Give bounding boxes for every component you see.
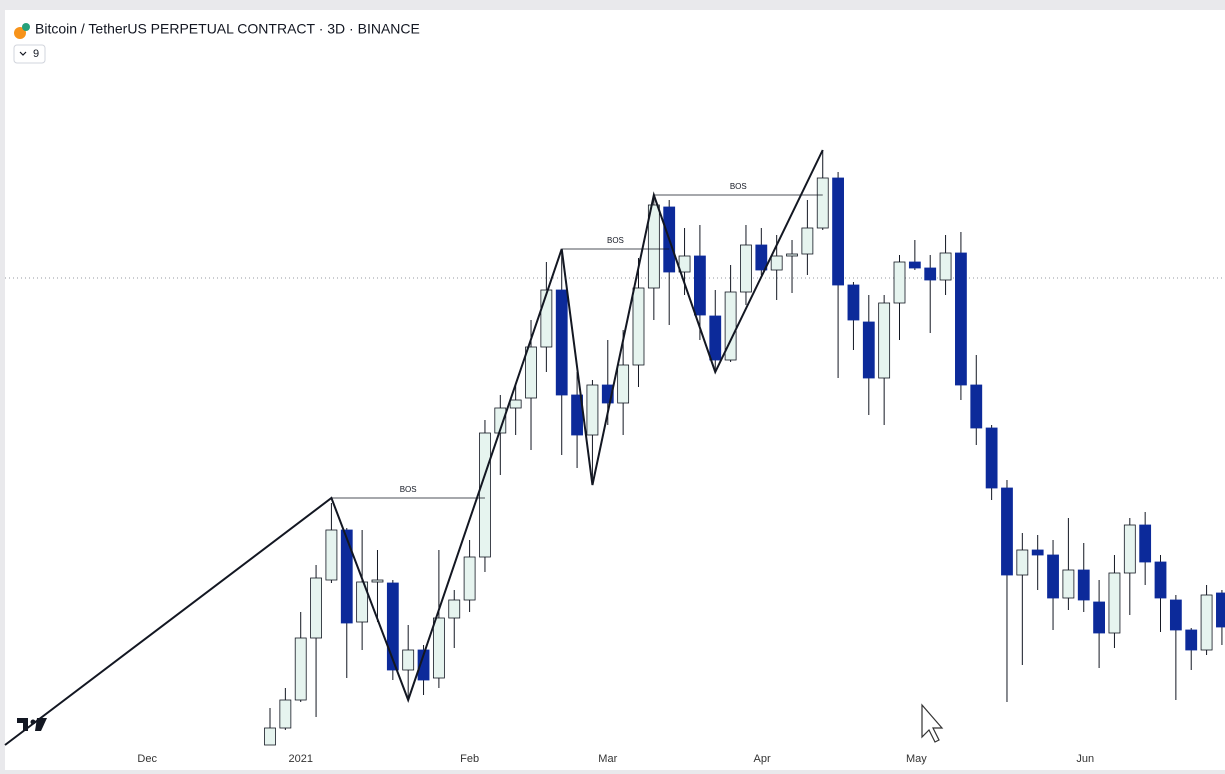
candle-body — [939, 252, 952, 281]
candle-body — [463, 556, 476, 601]
candle-body — [955, 252, 967, 386]
chart-title: Bitcoin / TetherUS PERPETUAL CONTRACT · … — [35, 21, 420, 37]
candle-body — [862, 321, 875, 379]
candle-body — [264, 727, 276, 746]
candle-body — [755, 244, 768, 271]
chevron — [19, 51, 27, 56]
candle-body — [724, 291, 737, 361]
candle-body — [386, 582, 399, 671]
candle-body — [816, 177, 829, 229]
candle-body — [1031, 549, 1044, 556]
candle-body — [1200, 594, 1213, 651]
candle-body — [647, 204, 660, 289]
candle-body — [448, 599, 461, 619]
candle-body — [1108, 572, 1121, 634]
left-border — [0, 10, 5, 774]
candle-body — [1123, 524, 1136, 574]
candle-body — [678, 255, 691, 273]
candle-body — [525, 346, 537, 399]
candle-body — [1047, 554, 1059, 599]
candle-body — [632, 287, 645, 366]
candle-body — [402, 649, 415, 671]
candle-body — [325, 529, 338, 581]
x-tick-label: May — [906, 753, 927, 765]
candle-body — [893, 261, 906, 304]
candle-body — [801, 227, 814, 255]
candle-body — [371, 579, 384, 583]
x-tick-label: Jun — [1076, 753, 1094, 765]
bos-label: BOS — [730, 182, 747, 191]
x-tick-label: Feb — [460, 753, 479, 765]
x-tick-label: 2021 — [288, 753, 312, 765]
candle-body — [1154, 561, 1167, 599]
candle-body — [340, 529, 353, 624]
symbol-icon — [14, 23, 30, 39]
indicator-toggle[interactable] — [13, 44, 46, 64]
candle-body — [1185, 629, 1198, 651]
candle-body — [878, 302, 891, 379]
candle-body — [432, 617, 445, 679]
candle-body — [985, 427, 998, 489]
candle-body — [709, 315, 722, 361]
bottom-border — [0, 770, 1225, 774]
candle-body — [832, 177, 844, 286]
candle-body — [740, 244, 752, 293]
candle-body — [310, 577, 322, 639]
cursor — [921, 703, 944, 743]
candle-body — [786, 253, 798, 257]
candle-body — [1216, 592, 1225, 628]
candle-body — [294, 637, 307, 701]
candle-body — [908, 261, 921, 269]
candle-body — [356, 581, 369, 623]
candle-body — [617, 364, 630, 404]
candle-body — [1139, 524, 1152, 563]
top-bar — [0, 0, 1225, 10]
candle-body — [694, 255, 706, 316]
x-tick-label: Apr — [754, 753, 771, 765]
candle-body — [479, 432, 491, 558]
indicator-count: 9 — [33, 48, 39, 60]
candle-body — [847, 284, 860, 321]
candle-body — [1077, 569, 1090, 601]
candle-body — [770, 255, 783, 271]
candle-body — [417, 649, 430, 681]
candle-body — [924, 267, 937, 281]
candle-body — [1093, 601, 1106, 634]
candle-body — [970, 384, 983, 429]
candle-body — [586, 384, 599, 436]
candle-body — [1001, 487, 1013, 576]
bos-label: BOS — [607, 236, 624, 245]
candle-body — [601, 384, 614, 404]
candle-body — [555, 289, 568, 396]
x-tick-label: Mar — [598, 753, 617, 765]
bos-label: BOS — [400, 485, 417, 494]
candle-body — [540, 289, 553, 348]
zigzag — [4, 149, 824, 746]
candle-body — [494, 407, 507, 434]
candle-body — [279, 699, 292, 729]
x-tick-label: Dec — [137, 753, 157, 765]
candle-body — [1062, 569, 1075, 599]
candle-body — [1016, 549, 1029, 576]
candle-body — [1169, 599, 1182, 631]
candle-body — [509, 399, 522, 409]
